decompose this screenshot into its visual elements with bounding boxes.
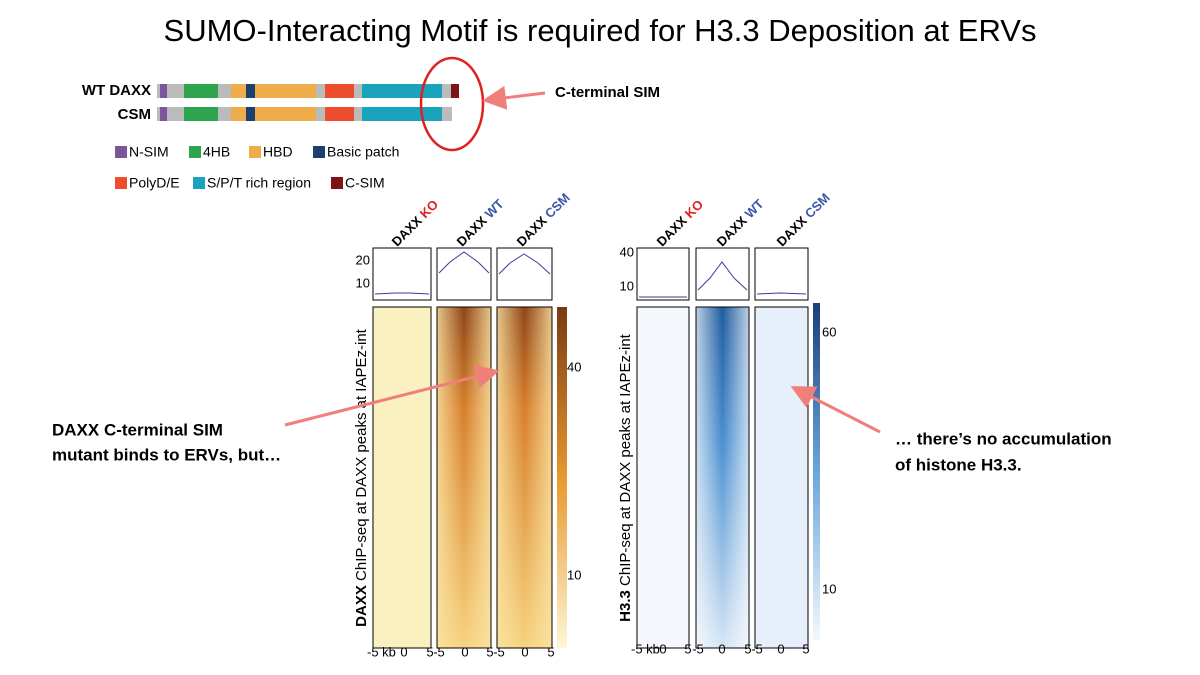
legend-label: PolyD/E bbox=[129, 175, 180, 191]
panel-daxx: DAXX KO DAXX WT DAXX CSM 20 10 40 10 DAX… bbox=[353, 190, 582, 659]
x-tick: 5 bbox=[426, 644, 433, 659]
slide-title: SUMO-Interacting Motif is required for H… bbox=[164, 13, 1037, 48]
column-header: DAXX CSM bbox=[514, 190, 573, 249]
y-axis-label: H3.3 ChIP-seq at DAXX peaks at IAPEz-int bbox=[617, 333, 634, 621]
profile-tick: 10 bbox=[356, 275, 370, 290]
x-tick: 0 bbox=[461, 644, 468, 659]
x-tick: 0 bbox=[718, 641, 725, 656]
x-tick: -5 bbox=[692, 641, 704, 656]
column-header: DAXX KO bbox=[654, 197, 707, 250]
annotation: of histone H3.3. bbox=[895, 455, 1022, 474]
annotation: DAXX C-terminal SIM bbox=[52, 420, 223, 439]
ylabel-bold: H3.3 bbox=[617, 590, 634, 622]
header-condition: CSM bbox=[542, 190, 573, 221]
csm-bar bbox=[157, 107, 452, 121]
panel-h33: DAXX KO DAXX WT DAXX CSM 40 10 60 10 H3.… bbox=[617, 190, 837, 656]
x-tick: 0 bbox=[521, 644, 528, 659]
x-tick: 5 bbox=[684, 641, 691, 656]
legend-label: C-SIM bbox=[345, 175, 385, 191]
legend-label: 4HB bbox=[203, 144, 230, 160]
colorbar-tick: 60 bbox=[822, 324, 836, 339]
ylabel: ChIP-seq at DAXX peaks at IAPEz-int bbox=[353, 328, 370, 581]
colorbar-tick: 40 bbox=[567, 359, 581, 374]
x-tick: 5 bbox=[802, 641, 809, 656]
row-label: WT DAXX bbox=[82, 82, 151, 99]
legend-label: HBD bbox=[263, 144, 293, 160]
profile-tick: 10 bbox=[620, 278, 634, 293]
header-protein: DAXX bbox=[654, 213, 690, 249]
header-condition: WT bbox=[742, 197, 767, 222]
header-condition: WT bbox=[482, 197, 507, 222]
column-header: DAXX WT bbox=[454, 197, 507, 250]
x-tick: 0 bbox=[777, 641, 784, 656]
callout: C-terminal SIM bbox=[555, 84, 660, 101]
arrow bbox=[790, 386, 881, 434]
x-tick: 0 bbox=[659, 641, 666, 656]
header-protein: DAXX bbox=[774, 213, 810, 249]
x-tick: 5 bbox=[744, 641, 751, 656]
column-header: DAXX KO bbox=[389, 197, 442, 250]
header-protein: DAXX bbox=[714, 213, 750, 249]
column-header: DAXX CSM bbox=[774, 190, 833, 249]
x-tick: -5 bbox=[433, 644, 445, 659]
legend: N-SIM 4HB HBD Basic patch PolyD/E S/P/T … bbox=[115, 144, 399, 191]
header-protein: DAXX bbox=[454, 213, 490, 249]
x-tick: -5 bbox=[751, 641, 763, 656]
wt-bar bbox=[157, 84, 459, 98]
x-tick: -5 kb bbox=[367, 644, 396, 659]
ylabel: ChIP-seq at DAXX peaks at IAPEz-int bbox=[617, 333, 634, 586]
ylabel-bold: DAXX bbox=[353, 585, 370, 627]
annotation: … there’s no accumulation bbox=[895, 429, 1112, 448]
colorbar-tick: 10 bbox=[567, 567, 581, 582]
column-header: DAXX WT bbox=[714, 197, 767, 250]
y-axis-label: DAXX ChIP-seq at DAXX peaks at IAPEz-int bbox=[353, 328, 370, 626]
colorbar-tick: 10 bbox=[822, 581, 836, 596]
x-tick: 0 bbox=[400, 644, 407, 659]
arrow bbox=[284, 364, 500, 427]
header-protein: DAXX bbox=[389, 213, 425, 249]
profile-tick: 40 bbox=[620, 244, 634, 259]
arrow bbox=[482, 85, 546, 110]
header-condition: CSM bbox=[802, 190, 833, 221]
x-tick: -5 bbox=[493, 644, 505, 659]
x-tick: -5 kb bbox=[631, 641, 660, 656]
legend-label: S/P/T rich region bbox=[207, 175, 311, 191]
header-condition: KO bbox=[417, 197, 441, 221]
profile-tick: 20 bbox=[356, 252, 370, 267]
x-tick: 5 bbox=[486, 644, 493, 659]
header-protein: DAXX bbox=[514, 213, 550, 249]
legend-label: Basic patch bbox=[327, 144, 399, 160]
highlight-circle bbox=[419, 56, 485, 152]
annotation: mutant binds to ERVs, but… bbox=[52, 445, 281, 464]
header-condition: KO bbox=[682, 197, 706, 221]
x-tick: 5 bbox=[547, 644, 554, 659]
legend-label: N-SIM bbox=[129, 144, 169, 160]
row-label: CSM bbox=[118, 106, 151, 123]
